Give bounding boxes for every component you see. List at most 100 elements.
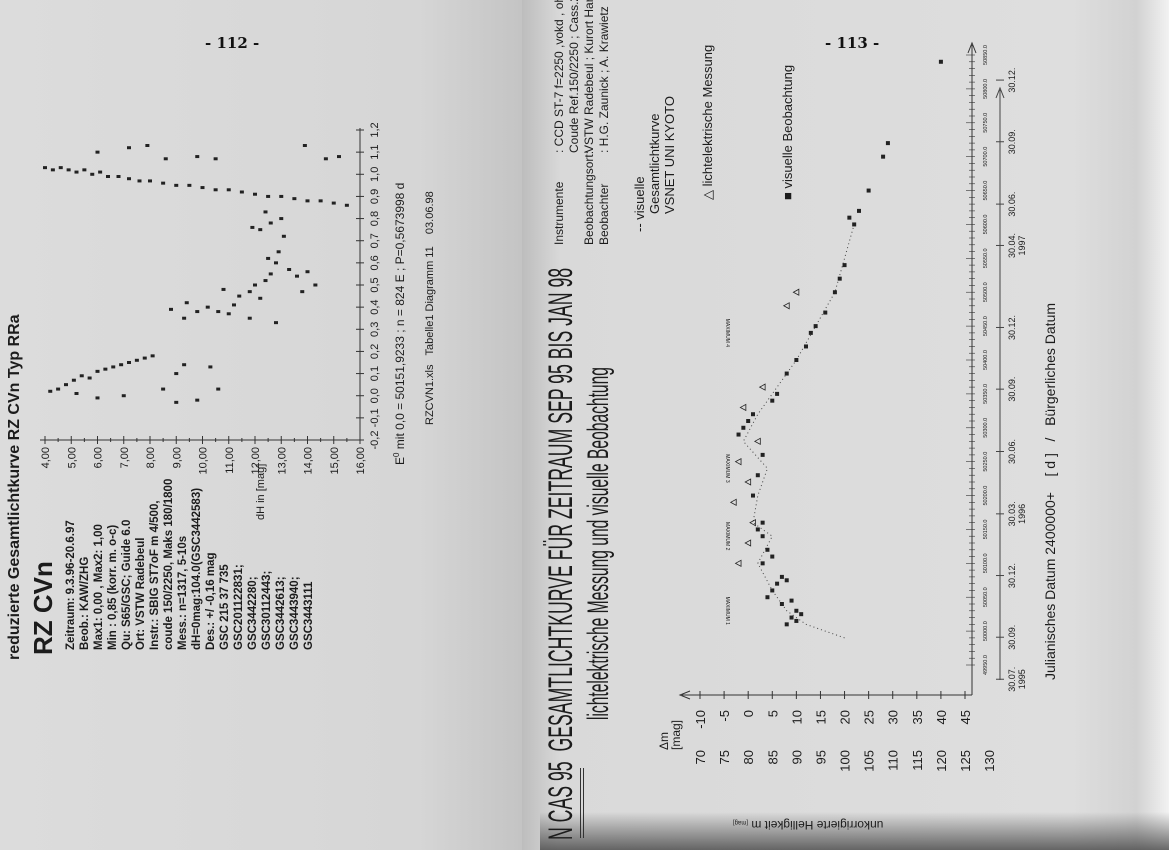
visual-point xyxy=(741,425,746,430)
y-tick-label: 45 xyxy=(958,710,973,724)
date-tick-label: 30.07. xyxy=(1007,667,1017,692)
data-point xyxy=(302,144,307,147)
maximum-label: MAXIMUM 3 xyxy=(724,454,730,483)
x-tick-label: 0,7 xyxy=(369,233,381,248)
y2-tick-label: 120 xyxy=(934,750,949,772)
data-point xyxy=(266,194,271,198)
data-point xyxy=(106,175,110,178)
x-tick-label: -0,2 xyxy=(369,431,381,450)
visual-point xyxy=(784,371,789,376)
data-point xyxy=(276,250,281,254)
data-point xyxy=(161,387,166,391)
data-point xyxy=(237,294,242,298)
x-tick-label: 50100.0 xyxy=(983,553,989,573)
data-point xyxy=(66,168,71,172)
y2-tick-label: 105 xyxy=(862,750,877,772)
x-tick-label: 1,1 xyxy=(369,144,381,159)
data-point xyxy=(134,358,139,362)
visual-point xyxy=(751,493,755,498)
data-point xyxy=(116,175,121,178)
visual-point xyxy=(866,188,871,193)
y-tick-label: 4,00 xyxy=(40,447,52,468)
data-point xyxy=(79,374,84,378)
phase-light-curve-chart: 4,00 5,00 6,00 7,00 8,00 9,00 10,00 11,00 12,00 1… xyxy=(40,122,381,475)
y2-tick-label: 80 xyxy=(741,750,756,764)
data-point xyxy=(258,228,263,232)
x-tick-label: 50700.0 xyxy=(983,147,989,167)
data-point xyxy=(253,192,257,196)
visual-point xyxy=(852,222,857,227)
visual-point xyxy=(794,358,799,362)
visual-point xyxy=(847,215,852,220)
data-point xyxy=(250,225,255,229)
date-tick-year: 1995 xyxy=(1017,669,1027,689)
x-tick-label: 49950.0 xyxy=(983,655,989,675)
data-point xyxy=(119,363,124,367)
visual-point xyxy=(842,263,847,268)
data-point xyxy=(127,146,131,150)
data-point xyxy=(323,157,328,161)
maximum-label: MAXIMUM 2 xyxy=(724,522,730,551)
data-point xyxy=(195,398,200,402)
data-point xyxy=(216,387,221,391)
date-tick-label: 30.09. xyxy=(1007,129,1017,154)
data-point xyxy=(95,369,100,373)
data-point xyxy=(82,168,87,172)
date-tick-label: 30.12. xyxy=(1007,315,1017,340)
x-tick-label: 50500.0 xyxy=(983,282,989,302)
y-tick-label: -5 xyxy=(717,710,732,722)
visual-point xyxy=(751,412,755,417)
x-tick-label: 50200.0 xyxy=(983,486,989,506)
data-point xyxy=(127,361,131,364)
y-axis-arrow xyxy=(678,690,691,700)
data-point xyxy=(239,190,244,194)
data-point xyxy=(279,217,284,221)
date-tick-year: 1996 xyxy=(1017,504,1027,524)
data-point xyxy=(344,203,349,207)
y2-axis-title: unkorrigierte Helligkeit m [mag] xyxy=(733,818,883,832)
data-point xyxy=(195,310,200,314)
photoelectric-point xyxy=(729,498,737,507)
y-tick-label: 9,00 xyxy=(171,447,183,468)
data-point xyxy=(279,194,284,198)
visual-point xyxy=(760,520,765,525)
data-point xyxy=(287,268,292,271)
data-point xyxy=(295,274,299,278)
x-tick-label: 1,0 xyxy=(369,167,381,182)
y-tick-label: -10 xyxy=(693,710,708,729)
maximum-label: MAXIMUM 4 xyxy=(724,319,730,348)
date-tick-label: 30.12. xyxy=(1007,68,1017,93)
photoelectric-point xyxy=(782,302,790,310)
nova-light-curve-chart: -10 -5 0 5 10 15 20 25 30 35 40 45 70 75 80 85 90 95 100 10… xyxy=(678,41,1027,772)
y-tick-label: 14,00 xyxy=(303,447,315,475)
x-tick-label: 50000.0 xyxy=(983,621,989,641)
y2-tick-label: 125 xyxy=(958,750,973,772)
y-tick-label: 35 xyxy=(910,710,925,724)
data-point xyxy=(263,279,268,283)
visual-point xyxy=(784,622,789,627)
data-point xyxy=(111,365,116,369)
data-point xyxy=(174,400,179,404)
left-book-page xyxy=(0,0,522,850)
visual-point xyxy=(765,547,770,552)
x-tick-label: 50850.0 xyxy=(983,45,989,65)
visual-point xyxy=(779,574,784,579)
data-point xyxy=(195,155,200,159)
data-point xyxy=(142,356,147,360)
data-point xyxy=(300,290,305,294)
data-point xyxy=(43,166,47,170)
data-point xyxy=(182,363,187,367)
visual-point xyxy=(794,608,799,613)
photoelectric-point xyxy=(758,383,766,391)
x-tick-label: 50450.0 xyxy=(983,316,989,336)
data-point xyxy=(305,270,310,274)
y-tick-label: 13,00 xyxy=(276,447,288,475)
data-point xyxy=(305,199,310,203)
data-point xyxy=(184,301,189,305)
data-point xyxy=(127,177,131,181)
visual-point xyxy=(765,595,770,600)
x-tick-label: 50150.0 xyxy=(983,519,989,539)
x-tick-label: 0,2 xyxy=(369,344,381,359)
data-point xyxy=(148,179,152,183)
photoelectric-point xyxy=(739,403,747,412)
